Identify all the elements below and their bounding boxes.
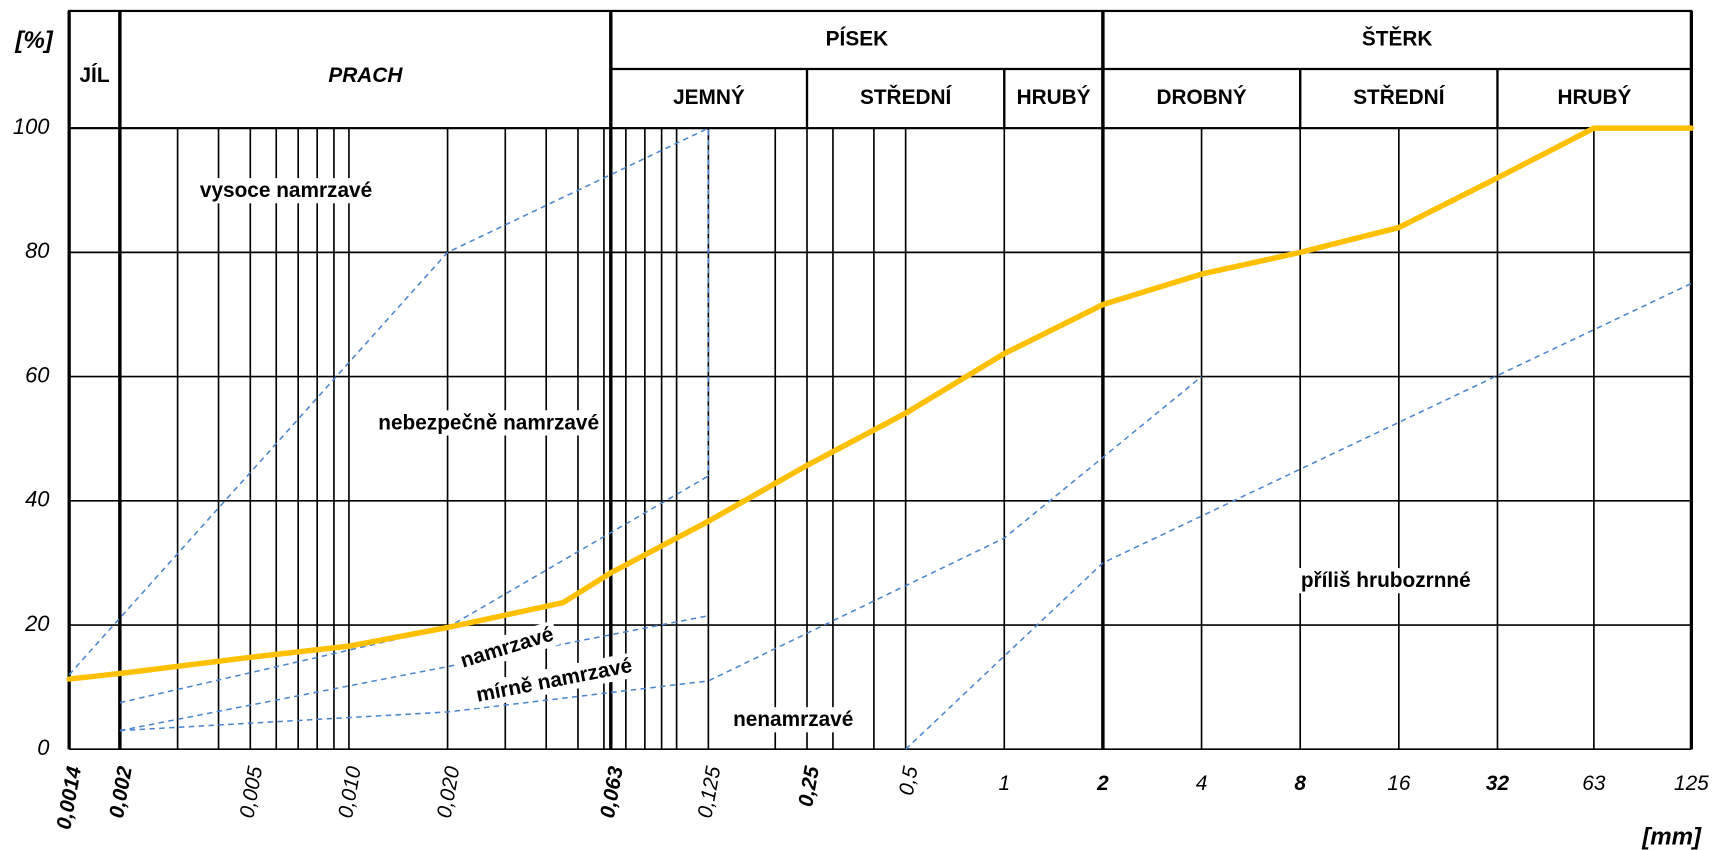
zone-boundary	[68, 126, 710, 676]
x-tick-label: 0,125	[694, 764, 726, 820]
y-tick-label: 80	[25, 238, 49, 263]
grading-curve	[66, 125, 1695, 682]
y-tick-label: 100	[13, 114, 50, 139]
label-background	[470, 652, 638, 709]
x-tick-label: 125	[1674, 772, 1709, 795]
zone-label-text: vysoce namrzavé	[200, 179, 372, 202]
x-tick-label: 8	[1294, 772, 1306, 795]
y-tick-label: 0	[37, 735, 49, 760]
subfraction-name: STŘEDNÍ	[1353, 85, 1446, 109]
x-tick-label: 0,0014	[52, 764, 86, 831]
zone-label-text: příliš hrubozrnné	[1301, 569, 1471, 592]
x-tick-label: 32	[1486, 772, 1510, 795]
subfraction-name: HRUBÝ	[1557, 85, 1631, 109]
y-tick-label: 40	[25, 487, 49, 512]
y-tick-label: 20	[24, 611, 49, 636]
fraction-name: JÍL	[79, 64, 109, 87]
subfraction-name: STŘEDNÍ	[860, 85, 953, 109]
label-background	[454, 620, 560, 675]
zone-label: příliš hrubozrnné	[1297, 568, 1474, 594]
x-tick-label: 0,5	[895, 764, 923, 797]
zone-label: nebezpečně namrzavé	[374, 410, 603, 436]
zone-label: vysoce namrzavé	[196, 178, 376, 204]
fraction-name: PÍSEK	[826, 27, 888, 50]
x-axis-label: [mm]	[1641, 823, 1702, 850]
zone-label-text: nenamrzavé	[733, 708, 853, 731]
zone-label-text: namrzavé	[458, 622, 556, 672]
x-tick-label: 0,010	[334, 764, 366, 820]
label-background	[374, 410, 603, 436]
zone-boundary	[119, 375, 1203, 732]
fraction-name: ŠTĚRK	[1362, 26, 1432, 50]
label-background	[196, 178, 376, 204]
x-tick-label: 0,005	[236, 764, 268, 820]
x-tick-label: 2	[1096, 772, 1109, 795]
x-tick-label: 1	[998, 772, 1010, 795]
subfraction-name: HRUBÝ	[1017, 85, 1091, 109]
x-tick-label: 0,002	[105, 764, 137, 820]
subfraction-name: JEMNÝ	[673, 85, 745, 109]
subfraction-name: DROBNÝ	[1156, 85, 1246, 109]
fraction-name: PRACH	[328, 64, 403, 87]
x-tick-label: 0,063	[596, 764, 628, 820]
zone-label: nenamrzavé	[729, 707, 857, 733]
zone-boundary	[119, 614, 709, 732]
y-axis-label: [%]	[14, 27, 53, 54]
x-tick-label: 63	[1582, 772, 1606, 795]
x-tick-label: 4	[1196, 772, 1208, 795]
label-background	[1297, 568, 1474, 594]
label-background	[729, 707, 857, 733]
x-tick-label: 16	[1387, 772, 1411, 795]
zone-boundary	[905, 282, 1692, 750]
x-tick-label: 0,020	[433, 764, 465, 820]
zone-label-text: nebezpečně namrzavé	[378, 411, 599, 434]
y-tick-label: 60	[25, 362, 49, 387]
x-tick-label: 0,25	[794, 764, 824, 808]
zone-label: namrzavé	[454, 620, 560, 675]
